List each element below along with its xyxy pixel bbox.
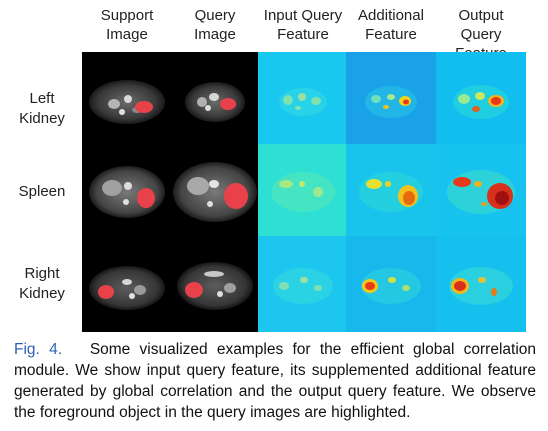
output-query-feature-left-kidney [436, 52, 526, 148]
row-label-line: Right [24, 265, 60, 282]
output-query-feature-right-kidney [436, 236, 526, 332]
column-header-line: Query [194, 7, 236, 24]
column-header-additional-feature: Additional Feature [346, 6, 436, 44]
support-image-spleen [82, 144, 172, 240]
output-query-feature-spleen [436, 144, 526, 240]
query-image-spleen [170, 144, 260, 240]
additional-feature-right-kidney [346, 236, 436, 332]
row-label-left-kidney: Left Kidney [4, 89, 80, 129]
additional-feature-spleen [346, 144, 436, 240]
column-header-support-image: Support Image [82, 6, 172, 44]
row-label-right-kidney: Right Kidney [4, 264, 80, 304]
column-header-line: Feature [277, 26, 329, 43]
row-label-line: Left [29, 90, 55, 107]
column-header-query-image: Query Image [170, 6, 260, 44]
column-header-input-query-feature: Input Query Feature [258, 6, 348, 44]
support-image-left-kidney [82, 52, 172, 148]
additional-feature-left-kidney [346, 52, 436, 148]
row-label-line: Kidney [19, 110, 65, 127]
column-header-line: Support [100, 7, 154, 24]
query-image-right-kidney [170, 236, 260, 332]
column-header-line: Feature [365, 26, 417, 43]
column-header-line: Output Query [458, 7, 504, 43]
column-header-line: Image [194, 26, 236, 43]
input-query-feature-right-kidney [258, 236, 348, 332]
input-query-feature-left-kidney [258, 52, 348, 148]
row-label-line: Spleen [18, 183, 66, 200]
column-header-line: Additional [358, 7, 424, 24]
row-label-spleen: Spleen [4, 182, 80, 202]
query-image-left-kidney [170, 52, 260, 148]
figure-caption: Fig. 4. Some visualized examples for the… [14, 339, 536, 423]
column-header-line: Input Query [263, 7, 343, 24]
figure-label: Fig. 4. [14, 341, 63, 358]
support-image-right-kidney [82, 236, 172, 332]
column-header-line: Image [106, 26, 148, 43]
row-label-line: Kidney [19, 285, 65, 302]
figure-caption-text: Some visualized examples for the efficie… [14, 341, 537, 421]
input-query-feature-spleen [258, 144, 348, 240]
